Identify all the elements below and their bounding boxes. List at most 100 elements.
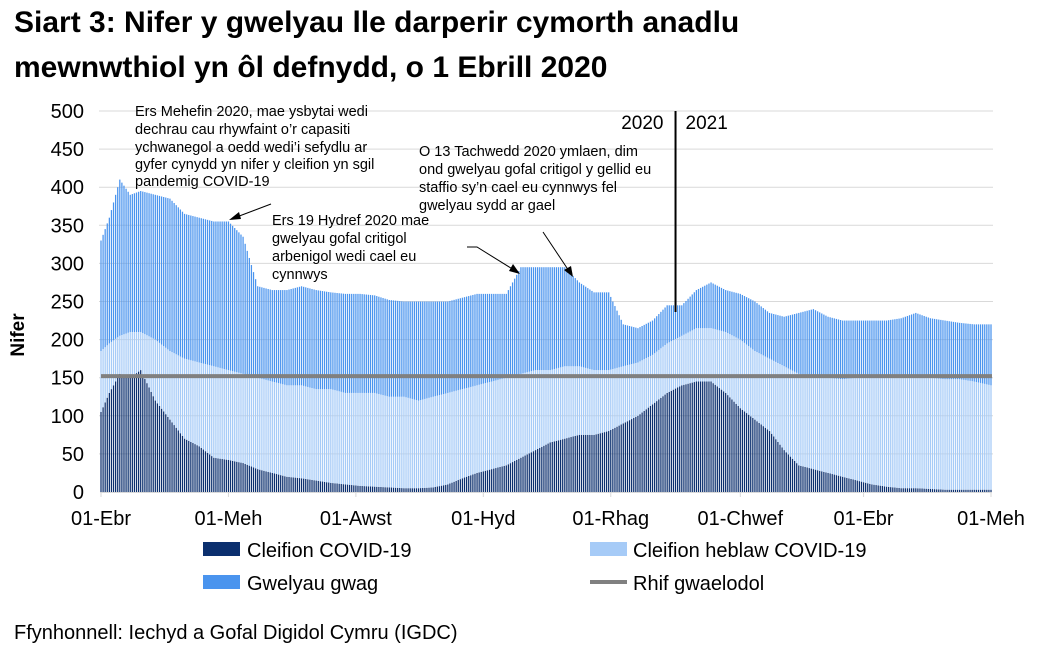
bar-stack <box>808 310 810 492</box>
bar-non-covid-patients <box>614 368 616 428</box>
bar-non-covid-patients <box>175 354 177 428</box>
bar-empty-beds <box>313 289 315 389</box>
bar-covid-patients <box>142 374 144 492</box>
bar-covid-patients <box>683 384 685 492</box>
bar-empty-beds <box>601 292 604 371</box>
bar-covid-patients <box>503 465 505 492</box>
bar-non-covid-patients <box>773 360 775 437</box>
bar-non-covid-patients <box>140 331 142 371</box>
legend-label: Cleifion COVID-19 <box>247 540 412 562</box>
bar-covid-patients <box>679 386 681 492</box>
bar-covid-patients <box>733 401 735 492</box>
bar-empty-beds <box>737 293 739 339</box>
bar-non-covid-patients <box>660 348 662 398</box>
bar-empty-beds <box>438 301 441 396</box>
bar-covid-patients <box>110 389 113 492</box>
bar-covid-patients <box>718 388 721 492</box>
bar-non-covid-patients <box>867 377 869 484</box>
bar-empty-beds <box>518 271 520 375</box>
bar-covid-patients <box>756 421 758 492</box>
bar-stack <box>137 191 140 492</box>
bar-stack <box>821 313 823 492</box>
bar-empty-beds <box>401 301 403 397</box>
bar-covid-patients <box>355 485 357 492</box>
bar-empty-beds <box>580 283 583 367</box>
bar-non-covid-patients <box>942 379 944 490</box>
legend-swatch <box>590 542 627 556</box>
bar-covid-patients <box>768 431 771 492</box>
bar-covid-patients <box>708 381 710 492</box>
bar-stack <box>386 299 388 492</box>
bar-empty-beds <box>965 323 967 381</box>
bar-non-covid-patients <box>865 377 867 483</box>
bar-covid-patients <box>472 474 474 492</box>
bar-covid-patients <box>616 426 618 492</box>
bar-covid-patients <box>346 484 349 492</box>
bar-non-covid-patients <box>284 384 286 477</box>
bar-stack <box>806 310 808 492</box>
bar-empty-beds <box>547 267 549 371</box>
bar-non-covid-patients <box>223 368 225 460</box>
bar-non-covid-patients <box>392 396 395 488</box>
bar-stack <box>292 288 294 492</box>
bar-stack <box>954 322 957 492</box>
bar-empty-beds <box>137 191 140 332</box>
bar-covid-patients <box>944 489 946 492</box>
bar-non-covid-patients <box>816 377 819 471</box>
bar-empty-beds <box>793 314 796 372</box>
bar-empty-beds <box>643 324 645 360</box>
bar-non-covid-patients <box>737 338 739 407</box>
bar-covid-patients <box>810 468 812 492</box>
legend-label: Gwelyau gwag <box>247 573 378 595</box>
bar-covid-patients <box>771 433 773 492</box>
bar-stack <box>748 298 750 492</box>
bar-stack <box>626 325 629 492</box>
bar-empty-beds <box>445 301 447 394</box>
bar-non-covid-patients <box>357 392 359 486</box>
bar-non-covid-patients <box>881 377 883 487</box>
bar-stack <box>574 278 576 492</box>
bar-empty-beds <box>537 267 539 371</box>
bar-covid-patients <box>334 483 336 492</box>
bar-non-covid-patients <box>409 398 411 489</box>
bar-stack <box>202 218 204 492</box>
bar-non-covid-patients <box>248 375 250 466</box>
bar-empty-beds <box>271 290 273 382</box>
bar-covid-patients <box>898 487 900 492</box>
bar-empty-beds <box>745 297 748 345</box>
bar-stack <box>647 322 649 492</box>
bar-stack <box>766 311 769 492</box>
bar-stack <box>894 319 896 492</box>
bar-covid-patients <box>631 419 633 492</box>
bar-stack <box>298 286 301 492</box>
bar-empty-beds <box>346 293 349 393</box>
bar-empty-beds <box>150 193 152 338</box>
bar-covid-patients <box>785 452 787 492</box>
annotation-line: O 13 Tachwedd 2020 ymlaen, dim <box>419 144 638 160</box>
bar-empty-beds <box>645 323 647 359</box>
bar-stack <box>764 309 766 492</box>
bar-covid-patients <box>474 473 476 492</box>
bar-empty-beds <box>898 318 900 377</box>
bar-stack <box>885 320 888 492</box>
bar-covid-patients <box>555 440 558 492</box>
bar-stack <box>950 321 952 492</box>
bar-covid-patients <box>133 374 136 492</box>
bar-covid-patients <box>175 427 177 492</box>
bar-non-covid-patients <box>597 370 599 434</box>
bar-empty-beds <box>474 294 476 386</box>
bar-stack <box>300 286 303 492</box>
bar-empty-beds <box>520 267 522 374</box>
bar-non-covid-patients <box>568 366 570 438</box>
bar-covid-patients <box>919 488 921 492</box>
bar-stack <box>739 293 741 492</box>
bar-empty-beds <box>516 274 518 375</box>
bar-stack <box>990 324 992 492</box>
bar-covid-patients <box>520 457 522 492</box>
bar-empty-beds <box>342 293 344 393</box>
bar-stack <box>267 288 269 492</box>
bar-stack <box>524 267 526 492</box>
bar-stack <box>557 267 560 492</box>
bar-empty-beds <box>967 323 969 381</box>
bar-stack <box>374 295 376 492</box>
